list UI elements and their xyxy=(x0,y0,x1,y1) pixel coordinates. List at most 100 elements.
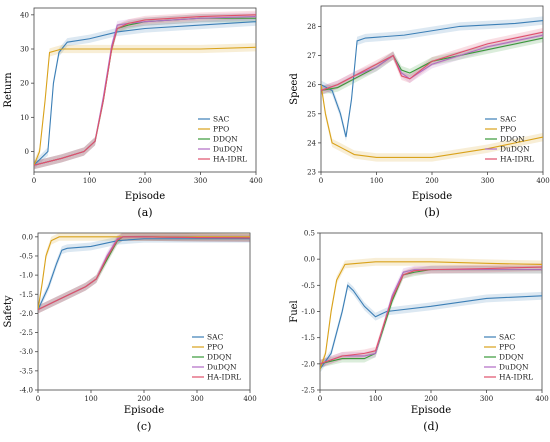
legend-entry: DDQN xyxy=(500,135,525,144)
y-tick-label: 10 xyxy=(20,114,29,122)
series-area xyxy=(321,16,543,162)
series-line-sac xyxy=(34,21,256,166)
x-tick-label: 300 xyxy=(194,177,207,185)
y-tick-label: 28 xyxy=(307,23,316,31)
y-tick-label: -0.5 xyxy=(20,252,34,260)
x-tick-label: 400 xyxy=(535,395,548,403)
y-axis-label: Safety xyxy=(3,295,14,327)
x-tick-label: 300 xyxy=(481,177,494,185)
y-tick-label: -1.5 xyxy=(20,291,34,299)
x-axis-label: Episode xyxy=(411,405,451,416)
y-tick-label: 0 xyxy=(25,148,29,156)
series-band-ha-idrl xyxy=(38,233,250,314)
legend-entry: HA-IDRL xyxy=(499,373,533,382)
y-tick-label: 24 xyxy=(307,139,316,147)
y-tick-label: -2.0 xyxy=(20,310,34,318)
x-tick-label: 0 xyxy=(32,177,36,185)
x-tick-label: 200 xyxy=(425,177,438,185)
panel-label: (b) xyxy=(424,206,440,219)
series-line-ppo xyxy=(320,261,542,370)
legend-entry: DuDQN xyxy=(499,363,529,372)
y-tick-label: -1.5 xyxy=(302,334,316,342)
y-tick-label: -3.5 xyxy=(20,367,34,375)
series-line-ha-idrl xyxy=(320,266,542,365)
x-tick-label: 200 xyxy=(137,395,150,403)
y-axis-label: Fuel xyxy=(289,300,300,323)
y-tick-label: -2.5 xyxy=(302,387,316,395)
y-axis-label: Speed xyxy=(289,73,300,105)
legend-entry: PPO xyxy=(500,125,516,134)
x-tick-label: 100 xyxy=(370,177,383,185)
x-tick-label: 300 xyxy=(190,395,203,403)
chart-panel-a: 0 100 200 300 400 0 10 20 30 40 SACPPODDQNDuDQNHA-… xyxy=(3,7,263,219)
series-area xyxy=(38,233,250,314)
y-tick-label: -1.0 xyxy=(302,308,316,316)
chart-panel-d: 0 100 200 300 400 0.5 0.0 -0.5 -1.0 -1.5 -2.0 -2.5 S… xyxy=(289,230,549,434)
series-band-ddqn xyxy=(320,265,542,368)
y-tick-label: -3.0 xyxy=(20,348,34,356)
x-tick-label: 0 xyxy=(36,395,40,403)
legend-entry: HA-IDRL xyxy=(207,373,241,382)
legend-entry: DDQN xyxy=(213,135,238,144)
series-line-ha-idrl xyxy=(38,236,250,311)
x-tick-label: 400 xyxy=(249,177,262,185)
x-tick-label: 400 xyxy=(536,177,549,185)
y-tick-label: -2.0 xyxy=(302,360,316,368)
x-tick-label: 200 xyxy=(138,177,151,185)
legend-entry: PPO xyxy=(207,343,223,352)
series-line-ppo xyxy=(34,46,256,166)
y-tick-label: 20 xyxy=(20,80,29,88)
x-axis-label: Episode xyxy=(412,191,452,202)
y-tick-label: 40 xyxy=(20,11,29,19)
series-band-ddqn xyxy=(38,233,250,314)
y-tick-label: -1.0 xyxy=(20,272,34,280)
panel-label: (c) xyxy=(137,420,152,433)
legend-entry: DuDQN xyxy=(213,145,243,154)
legend-entry: PPO xyxy=(213,125,229,134)
series-line-ha-idrl xyxy=(321,31,543,91)
x-tick-label: 400 xyxy=(243,395,256,403)
x-tick-label: 100 xyxy=(83,177,96,185)
x-tick-label: 200 xyxy=(424,395,437,403)
y-tick-label: 26 xyxy=(307,81,316,89)
x-axis-label: Episode xyxy=(125,191,165,202)
y-tick-label: -4.0 xyxy=(20,387,34,395)
y-tick-label: -0.5 xyxy=(302,282,316,290)
panel-label: (d) xyxy=(423,420,439,433)
legend-entry: DuDQN xyxy=(207,363,237,372)
series-line-sac xyxy=(321,20,543,138)
x-tick-label: 100 xyxy=(369,395,382,403)
panel-label: (a) xyxy=(137,206,152,219)
series-band-ha-idrl xyxy=(320,263,542,368)
legend-entry: SAC xyxy=(213,115,230,124)
legend-entry: SAC xyxy=(499,333,516,342)
series-band-sac xyxy=(321,16,543,142)
x-tick-label: 300 xyxy=(480,395,493,403)
series-band-sac xyxy=(38,234,250,314)
x-tick-label: 0 xyxy=(318,395,322,403)
legend-entry: SAC xyxy=(500,115,517,124)
y-tick-label: 0.0 xyxy=(304,256,315,264)
y-tick-label: 0.0 xyxy=(22,233,33,241)
chart-panel-b: 0 100 200 300 400 23 24 25 26 27 28 SACPPODDQNDuDQN… xyxy=(289,5,550,219)
y-tick-label: -2.5 xyxy=(20,329,34,337)
series-line-ha-idrl xyxy=(34,14,256,166)
legend-entry: DDQN xyxy=(499,353,524,362)
series-band-dudqn xyxy=(320,265,542,368)
legend-entry: PPO xyxy=(499,343,515,352)
legend-entry: SAC xyxy=(207,333,224,342)
y-tick-label: 30 xyxy=(20,46,29,54)
series-line-sac xyxy=(38,238,250,310)
x-tick-label: 0 xyxy=(319,177,323,185)
y-tick-label: 25 xyxy=(307,110,316,118)
chart-panel-c: 0 100 200 300 400 0.0 -0.5 -1.0 -1.5 -2.0 -2.5 -3.0… xyxy=(3,232,257,433)
y-tick-label: 23 xyxy=(307,169,316,177)
y-axis-label: Return xyxy=(3,72,14,108)
series-band-dudqn xyxy=(38,233,250,314)
legend-entry: DuDQN xyxy=(500,145,530,154)
y-tick-label: 27 xyxy=(307,52,316,60)
